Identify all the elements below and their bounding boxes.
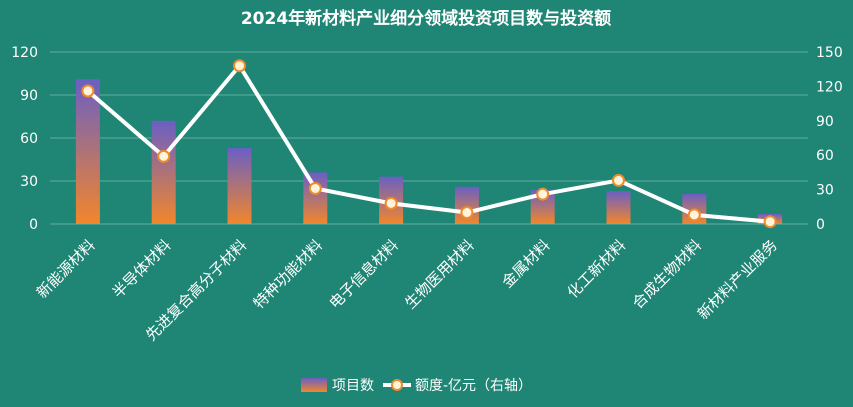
amount-point bbox=[460, 206, 474, 220]
category-label: 化工新材料 bbox=[564, 236, 630, 302]
amount-point bbox=[687, 208, 701, 222]
amount-point bbox=[384, 196, 398, 210]
category-label: 特种功能材料 bbox=[250, 236, 326, 312]
right-tick-label: 90 bbox=[816, 114, 834, 130]
bar bbox=[303, 172, 328, 224]
left-tick-label: 30 bbox=[20, 174, 38, 190]
left-tick-label: 90 bbox=[20, 88, 38, 104]
category-label: 合成生物材料 bbox=[629, 236, 705, 312]
bar-layer bbox=[75, 79, 783, 224]
right-tick-label: 150 bbox=[816, 45, 843, 61]
amount-point bbox=[763, 215, 777, 229]
amount-point bbox=[233, 59, 246, 73]
grid-layer bbox=[50, 51, 808, 225]
legend-bar-label: 项目数 bbox=[332, 378, 374, 394]
right-tick-label: 60 bbox=[816, 148, 834, 164]
amount-point bbox=[536, 187, 550, 201]
amount-point bbox=[308, 181, 322, 195]
category-label: 半导体材料 bbox=[109, 236, 175, 302]
amount-point bbox=[612, 173, 625, 187]
left-tick-label: 120 bbox=[11, 45, 38, 61]
left-tick-label: 60 bbox=[20, 131, 38, 147]
category-label: 电子信息材料 bbox=[326, 236, 402, 312]
bar bbox=[227, 148, 252, 224]
chart-title: 2024年新材料产业细分领域投资项目数与投资额 bbox=[241, 8, 611, 29]
legend-line-marker bbox=[391, 379, 403, 391]
amount-point bbox=[81, 84, 95, 98]
legend: 项目数 额度-亿元（右轴） bbox=[301, 378, 532, 394]
right-tick-label: 30 bbox=[816, 183, 834, 199]
bar bbox=[75, 79, 100, 224]
bar bbox=[606, 191, 631, 224]
left-tick-label: 0 bbox=[29, 217, 38, 233]
right-tick-label: 120 bbox=[816, 79, 843, 95]
legend-line-label: 额度-亿元（右轴） bbox=[415, 378, 532, 394]
line-layer bbox=[81, 59, 777, 229]
category-label: 金属材料 bbox=[498, 236, 553, 291]
category-label: 新材料产业服务 bbox=[694, 236, 781, 323]
legend-bar-swatch bbox=[301, 378, 327, 392]
category-label: 新能源材料 bbox=[33, 236, 99, 302]
amount-point bbox=[157, 149, 171, 163]
category-label: 生物医用材料 bbox=[401, 236, 477, 312]
amount-line bbox=[86, 63, 771, 224]
bar bbox=[151, 120, 176, 224]
right-tick-label: 0 bbox=[816, 217, 825, 233]
